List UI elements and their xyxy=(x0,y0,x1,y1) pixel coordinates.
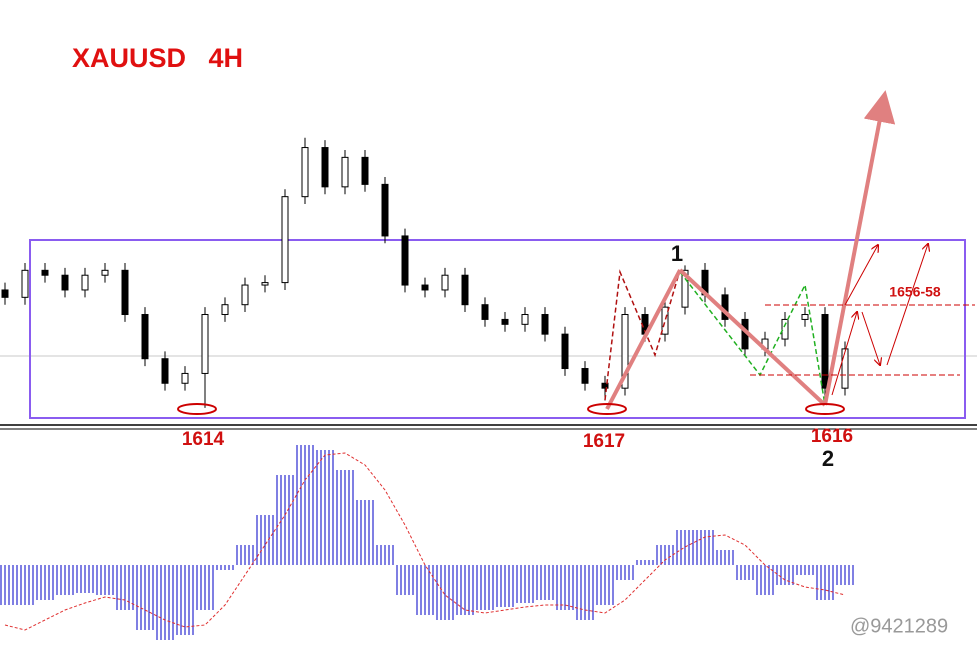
annotations xyxy=(177,90,975,415)
candle-body xyxy=(1,289,9,298)
candle-body xyxy=(581,368,589,384)
candle-body xyxy=(621,314,629,389)
annotation: 1617 xyxy=(583,431,625,452)
arrow xyxy=(605,269,682,410)
candle-body xyxy=(201,314,209,374)
candle-body xyxy=(781,318,789,340)
circle xyxy=(177,403,217,415)
candle-body xyxy=(381,183,389,237)
candle-body xyxy=(321,147,329,188)
candle-body xyxy=(501,318,509,325)
candle-body xyxy=(121,269,129,316)
candle-body xyxy=(801,314,809,320)
candle-body xyxy=(441,274,449,291)
candle-body xyxy=(521,314,529,325)
candle-body xyxy=(841,348,849,389)
candle-body xyxy=(681,269,689,308)
candle-body xyxy=(461,274,469,306)
annotation: 1616 xyxy=(811,426,853,447)
candle-body xyxy=(341,156,349,188)
candle-body xyxy=(221,304,229,316)
candle-body xyxy=(281,196,289,284)
candle-body xyxy=(261,282,269,286)
candle-body xyxy=(241,284,249,306)
candle-body xyxy=(101,269,109,276)
arrow xyxy=(823,90,896,406)
candle-body xyxy=(601,382,609,389)
zigzag xyxy=(604,269,681,401)
arrow xyxy=(678,268,827,407)
candle-body xyxy=(181,372,189,384)
annotation: 1656-58 xyxy=(889,284,941,300)
annotation: 1614 xyxy=(182,429,225,450)
candle-body xyxy=(161,358,169,384)
range-box xyxy=(29,239,966,419)
circle xyxy=(805,403,845,415)
arrow xyxy=(861,311,880,365)
candle-body xyxy=(401,235,409,286)
candle-body xyxy=(141,314,149,360)
arrow xyxy=(844,245,878,306)
arrow xyxy=(886,244,928,366)
circle xyxy=(587,403,627,415)
zigzag xyxy=(679,271,826,406)
watermark: @9421289 xyxy=(850,615,948,637)
signal-line xyxy=(4,452,846,631)
annotation: 1 xyxy=(671,241,683,266)
candle-body xyxy=(361,156,369,185)
candle-body xyxy=(821,314,829,389)
candle-body xyxy=(21,269,29,298)
candle-body xyxy=(61,274,69,291)
chart-title: XAUUSD 4H xyxy=(72,43,243,73)
candle-body xyxy=(661,306,669,335)
candle-body xyxy=(561,333,569,370)
annotation: 2 xyxy=(822,446,834,471)
arrow xyxy=(831,312,857,396)
candle-body xyxy=(41,269,49,276)
candle-body xyxy=(81,274,89,291)
candle-body xyxy=(541,314,549,335)
candle-body xyxy=(421,284,429,291)
candle-body xyxy=(481,304,489,320)
candle-body xyxy=(301,147,309,198)
